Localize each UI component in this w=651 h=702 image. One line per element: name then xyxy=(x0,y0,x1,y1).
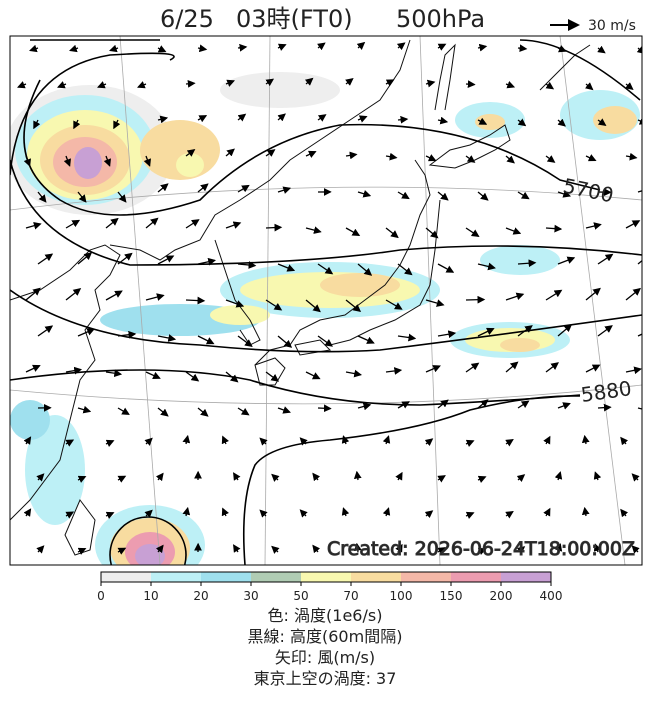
colorbar-bin xyxy=(501,572,551,582)
colorbar-tick-label: 70 xyxy=(343,589,358,603)
title-time: 03時(FT0) xyxy=(236,5,353,33)
title-level: 500hPa xyxy=(396,5,485,33)
colorbar-tick-label: 150 xyxy=(440,589,463,603)
colorbar-bin xyxy=(301,572,351,582)
colorbar-tick-label: 200 xyxy=(490,589,513,603)
colorbar-bin xyxy=(201,572,251,582)
wind-arrow xyxy=(398,119,407,120)
wind-arrow xyxy=(266,227,281,228)
caption: 色: 渦度(1e6/s) 黒線: 高度(60m間隔) 矢印: 風(m/s) 東京上空の… xyxy=(248,606,403,688)
map: 5700 5880 Created: 2026-06-24T18:00:00Z xyxy=(5,36,651,593)
colorbar-tick-label: 100 xyxy=(390,589,413,603)
colorbar: 0 10 20 30 50 70 100 150 200 400 xyxy=(97,572,562,603)
wind-arrow xyxy=(186,300,204,301)
colorbar-bin xyxy=(151,572,201,582)
wind-arrow xyxy=(466,84,474,85)
wind-arrow xyxy=(318,408,330,409)
caption-line: 色: 渦度(1e6/s) xyxy=(268,606,383,625)
caption-line: 矢印: 風(m/s) xyxy=(275,648,375,667)
wind-arrow xyxy=(518,48,526,49)
colorbar-tick-label: 30 xyxy=(243,589,258,603)
colorbar-bin xyxy=(101,572,151,582)
wind-arrow xyxy=(598,407,610,408)
colorbar-tick-label: 20 xyxy=(193,589,208,603)
colorbar-bin xyxy=(351,572,401,582)
colorbar-bin xyxy=(451,572,501,582)
colorbar-tick-label: 10 xyxy=(143,589,158,603)
caption-line: 東京上空の渦度: 37 xyxy=(254,669,397,688)
title-date: 6/25 xyxy=(160,5,214,33)
colorbar-tick-label: 0 xyxy=(97,589,105,603)
wind-arrow xyxy=(186,83,194,84)
colorbar-tick-label: 50 xyxy=(293,589,308,603)
created-stamp: Created: 2026-06-24T18:00:00Z xyxy=(327,538,635,560)
caption-line: 黒線: 高度(60m間隔) xyxy=(248,627,403,646)
colorbar-bin xyxy=(251,572,301,582)
wind-scale-label: 30 m/s xyxy=(588,18,636,34)
colorbar-tick-label: 400 xyxy=(540,589,563,603)
colorbar-bin xyxy=(401,572,451,582)
